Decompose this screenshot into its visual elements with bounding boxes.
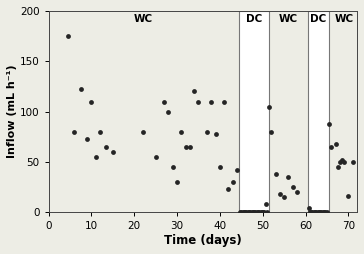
Point <box>248 210 253 214</box>
Point <box>337 160 343 164</box>
Point <box>204 130 210 134</box>
Point <box>263 202 269 206</box>
Point <box>251 210 257 214</box>
Point <box>286 175 292 179</box>
Point <box>249 210 254 214</box>
Point <box>317 210 323 214</box>
Point <box>350 160 356 164</box>
Text: WC: WC <box>335 14 354 24</box>
Point <box>246 210 252 214</box>
Point <box>209 100 214 104</box>
Point <box>170 165 176 169</box>
Point <box>255 210 261 214</box>
Point <box>323 210 328 214</box>
Point <box>256 210 262 214</box>
Point <box>65 34 71 38</box>
Point <box>230 180 236 184</box>
Point <box>97 130 103 134</box>
Point <box>259 210 265 214</box>
Point <box>294 190 300 194</box>
Point <box>178 130 184 134</box>
Point <box>174 180 180 184</box>
Bar <box>239 11 269 212</box>
Text: DC: DC <box>310 14 327 24</box>
Point <box>345 194 351 198</box>
Point <box>335 165 341 169</box>
Point <box>234 168 240 172</box>
Point <box>315 210 321 214</box>
Point <box>226 187 232 191</box>
Point <box>326 122 332 126</box>
Point <box>339 158 345 162</box>
Text: WC: WC <box>133 14 153 24</box>
Point <box>264 210 270 214</box>
Point <box>238 210 244 214</box>
Y-axis label: Inflow (mL h⁻¹): Inflow (mL h⁻¹) <box>7 65 17 158</box>
Point <box>341 160 347 164</box>
Point <box>195 100 201 104</box>
Point <box>166 109 171 114</box>
Point <box>306 206 312 210</box>
Point <box>140 130 146 134</box>
Point <box>241 210 247 214</box>
X-axis label: Time (days): Time (days) <box>164 234 242 247</box>
Point <box>161 100 167 104</box>
Point <box>93 155 99 159</box>
Point <box>183 145 189 149</box>
Bar <box>308 11 329 212</box>
Text: WC: WC <box>279 14 298 24</box>
Point <box>307 210 313 214</box>
Point <box>191 89 197 93</box>
Point <box>242 210 248 214</box>
Point <box>266 105 272 109</box>
Point <box>250 210 256 214</box>
Point <box>277 192 283 196</box>
Point <box>258 210 264 214</box>
Point <box>153 155 159 159</box>
Point <box>78 87 84 91</box>
Point <box>318 210 324 214</box>
Point <box>254 210 260 214</box>
Point <box>281 195 287 199</box>
Point <box>88 100 94 104</box>
Point <box>187 145 193 149</box>
Point <box>244 210 249 214</box>
Point <box>213 132 218 136</box>
Point <box>84 137 90 141</box>
Point <box>71 130 77 134</box>
Point <box>262 210 268 214</box>
Point <box>217 165 223 169</box>
Point <box>311 210 317 214</box>
Point <box>313 210 319 214</box>
Point <box>316 210 322 214</box>
Point <box>253 210 258 214</box>
Point <box>237 210 243 214</box>
Point <box>321 210 327 214</box>
Point <box>260 210 266 214</box>
Point <box>268 130 274 134</box>
Point <box>308 210 314 214</box>
Point <box>333 142 339 146</box>
Text: DC: DC <box>246 14 262 24</box>
Point <box>273 172 278 176</box>
Point <box>309 210 315 214</box>
Point <box>110 150 116 154</box>
Point <box>312 210 318 214</box>
Point <box>240 210 246 214</box>
Point <box>290 185 296 189</box>
Point <box>221 100 227 104</box>
Point <box>245 210 251 214</box>
Point <box>103 145 109 149</box>
Point <box>328 145 334 149</box>
Point <box>320 210 326 214</box>
Point <box>324 210 329 214</box>
